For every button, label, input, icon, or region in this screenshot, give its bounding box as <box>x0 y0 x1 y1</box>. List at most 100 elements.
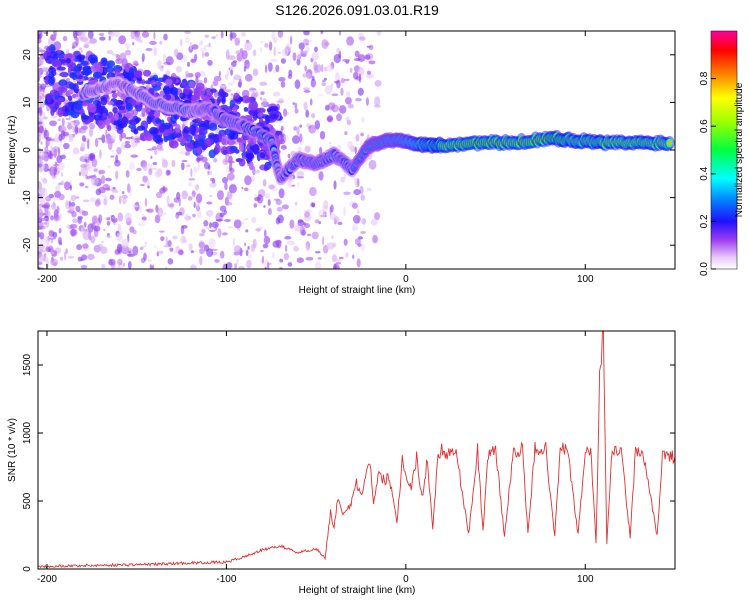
heatmap-noise-blob <box>172 250 177 254</box>
heatmap-noise-blob <box>129 161 135 171</box>
heatmap-signal-blob <box>248 161 254 171</box>
heatmap-noise-blob <box>207 59 213 66</box>
heatmap-noise-blob <box>39 196 45 206</box>
heatmap-noise-blob <box>183 239 188 244</box>
heatmap-noise-blob <box>205 210 214 217</box>
heatmap-noise-blob <box>118 195 122 205</box>
heatmap-noise-blob <box>38 147 42 156</box>
heatmap-noise-blob <box>127 253 135 257</box>
heatmap-noise-blob <box>169 247 174 252</box>
heatmap-noise-blob <box>314 46 318 53</box>
heatmap-noise-blob <box>247 246 250 250</box>
heatmap-noise-blob <box>38 261 43 266</box>
heatmap-noise-blob <box>139 183 145 187</box>
heatmap-y-tick-label: 0 <box>22 147 33 153</box>
heatmap-signal-blob <box>245 152 255 160</box>
heatmap-signal-blob <box>193 134 202 141</box>
heatmap-signal-blob <box>117 105 125 111</box>
heatmap-noise-blob <box>89 122 95 130</box>
snr-panel: -200 -100 0 100 0 500 1000 1500 Height of stra… <box>7 330 676 596</box>
heatmap-noise-blob <box>118 35 127 45</box>
heatmap-signal-blob <box>155 118 160 124</box>
heatmap-noise-blob <box>91 158 98 168</box>
heatmap-signal-blob <box>67 66 72 74</box>
heatmap-noise-blob <box>303 223 311 229</box>
heatmap-noise-blob <box>128 250 132 254</box>
heatmap-noise-blob <box>119 52 127 61</box>
heatmap-noise-blob <box>62 35 68 42</box>
heatmap-signal-blob <box>48 77 55 86</box>
heatmap-noise-blob <box>60 180 65 186</box>
heatmap-signal-blob <box>115 100 124 106</box>
heatmap-noise-blob <box>327 102 336 110</box>
heatmap-noise-blob <box>63 251 67 261</box>
heatmap-noise-blob <box>293 246 299 252</box>
heatmap-signal-blob <box>229 146 238 151</box>
heatmap-signal-blob <box>269 113 279 120</box>
heatmap-noise-blob <box>289 35 293 45</box>
heatmap-signal-blob <box>244 114 253 120</box>
heatmap-noise-blob <box>245 249 249 257</box>
heatmap-noise-blob <box>178 150 187 155</box>
heatmap-signal-blob <box>220 104 229 109</box>
heatmap-signal-blob <box>121 116 129 126</box>
heatmap-noise-blob <box>167 240 172 248</box>
heatmap-signal-blob <box>136 125 146 131</box>
heatmap-noise-blob <box>103 195 107 198</box>
heatmap-signal-blob <box>210 88 217 93</box>
heatmap-noise-blob <box>284 236 292 240</box>
heatmap-signal-blob <box>105 66 115 73</box>
heatmap-noise-blob <box>42 177 48 184</box>
heatmap-noise-blob <box>40 141 43 145</box>
heatmap-noise-blob <box>343 191 351 195</box>
heatmap-noise-blob <box>68 133 75 139</box>
heatmap-noise-blob <box>247 254 253 259</box>
heatmap-noise-blob <box>53 213 60 222</box>
heatmap-noise-blob <box>261 255 264 264</box>
heatmap-noise-blob <box>103 228 106 231</box>
heatmap-noise-blob <box>165 236 168 247</box>
heatmap-noise-blob <box>80 166 88 177</box>
heatmap-signal-blob <box>59 71 70 78</box>
heatmap-noise-blob <box>226 172 235 181</box>
heatmap-ridge <box>77 75 675 186</box>
heatmap-noise-blob <box>154 169 162 178</box>
heatmap-noise-blob <box>303 90 311 93</box>
heatmap-noise-blob <box>349 67 353 73</box>
heatmap-noise-blob <box>278 188 285 199</box>
heatmap-signal-blob <box>179 92 186 100</box>
heatmap-noise-blob <box>294 79 301 90</box>
heatmap-noise-blob <box>184 31 191 35</box>
heatmap-noise-blob <box>57 118 61 122</box>
heatmap-noise-blob <box>306 244 309 252</box>
heatmap-noise-blob <box>241 186 244 190</box>
heatmap-noise-blob <box>304 211 310 218</box>
heatmap-noise-blob <box>260 250 264 253</box>
heatmap-noise-blob <box>187 196 193 201</box>
heatmap-noise-blob <box>333 264 341 269</box>
heatmap-noise-blob <box>121 194 128 199</box>
heatmap-signal-blob <box>183 126 190 134</box>
heatmap-signal-blob <box>169 140 179 149</box>
heatmap-noise-blob <box>224 89 232 93</box>
heatmap-noise-blob <box>97 243 104 250</box>
heatmap-noise-blob <box>370 218 378 226</box>
heatmap-noise-blob <box>38 207 43 217</box>
heatmap-signal-blob <box>158 124 165 134</box>
heatmap-signal-blob <box>160 119 165 126</box>
colorbar-tick-label: 0.4 <box>699 166 710 180</box>
heatmap-noise-blob <box>38 67 42 77</box>
heatmap-noise-blob <box>82 230 91 241</box>
heatmap-noise-blob <box>100 175 106 184</box>
heatmap-noise-blob <box>69 223 78 229</box>
heatmap-noise-blob <box>201 156 208 163</box>
heatmap-noise-blob <box>294 102 298 109</box>
heatmap-noise-blob <box>205 44 210 48</box>
heatmap-noise-blob <box>139 205 142 213</box>
heatmap-noise-blob <box>303 31 310 36</box>
heatmap-noise-blob <box>357 236 364 240</box>
heatmap-noise-blob <box>130 154 139 158</box>
heatmap-signal-blob <box>188 81 195 88</box>
heatmap-signal-blob <box>128 124 137 129</box>
heatmap-noise-blob <box>84 185 89 189</box>
